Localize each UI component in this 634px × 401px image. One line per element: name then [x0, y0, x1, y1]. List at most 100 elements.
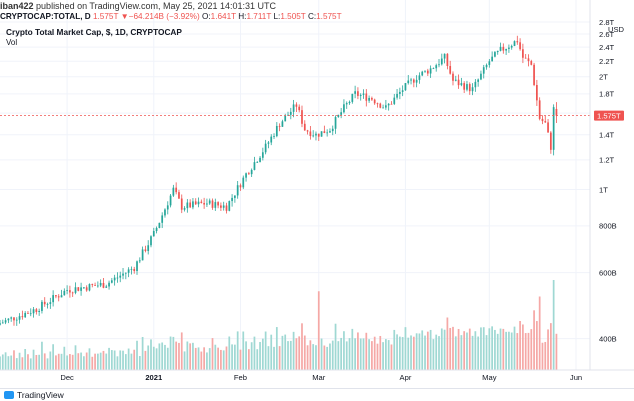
volume-bar: [183, 351, 186, 370]
candle-body: [387, 103, 390, 106]
volume-bar: [438, 336, 440, 370]
volume-bar: [446, 317, 449, 370]
candle-body: [10, 317, 13, 319]
candle-body: [122, 273, 124, 276]
volume-bar: [161, 342, 164, 370]
candle-body: [74, 287, 77, 293]
volume-bar: [415, 333, 418, 370]
candle-body: [32, 309, 35, 314]
candle-body: [155, 227, 158, 232]
volume-bar: [309, 340, 312, 370]
volume-bar: [351, 328, 354, 370]
volume-bar: [396, 334, 398, 370]
candle-body: [365, 93, 368, 101]
candle-body: [454, 79, 457, 81]
volume-bar: [4, 352, 7, 370]
candle-body: [474, 81, 477, 88]
volume-bar: [29, 358, 32, 370]
volume-bar: [385, 339, 387, 370]
candle-body: [172, 187, 175, 196]
volume-bar: [63, 346, 66, 370]
price-tick-label: 800B: [599, 222, 617, 231]
candle-body: [368, 97, 370, 101]
high-label: H:: [238, 12, 247, 21]
volume-bar: [334, 323, 337, 370]
volume-bar: [533, 310, 535, 370]
volume-bar: [354, 338, 356, 370]
candle-body: [513, 41, 516, 46]
candle-body: [99, 282, 102, 286]
candle-body: [393, 97, 396, 104]
candle-body: [496, 50, 499, 53]
candle-body: [345, 103, 348, 105]
price-tick-label: 1.4T: [599, 131, 615, 140]
candle-body: [334, 117, 337, 129]
candle-body: [15, 319, 18, 321]
symbol-name[interactable]: CRYPTOCAP:TOTAL, D: [0, 12, 91, 21]
candle-body: [250, 169, 253, 175]
candle-body: [261, 152, 264, 158]
candle-body: [186, 202, 189, 209]
volume-bar: [43, 353, 46, 370]
candle-body: [362, 93, 365, 95]
candle-body: [133, 268, 136, 272]
volume-bar: [482, 327, 485, 370]
volume-bar: [362, 338, 365, 370]
candle-body: [94, 285, 96, 286]
candle-body: [245, 173, 247, 178]
last-value: 1.575T: [92, 12, 119, 21]
candle-body: [505, 48, 507, 51]
volume-bar: [275, 327, 278, 370]
volume-bar: [429, 329, 432, 370]
high-value: 1.711T: [246, 12, 272, 21]
volume-bar: [373, 336, 376, 370]
volume-bar: [544, 341, 547, 370]
volume-bar: [343, 331, 345, 370]
volume-bar: [359, 338, 362, 370]
volume-bar: [410, 335, 412, 370]
candle-body: [385, 105, 387, 108]
volume-bar: [393, 329, 396, 370]
volume-bar: [477, 336, 480, 370]
volume-bar: [549, 323, 552, 370]
volume-bar: [27, 354, 29, 370]
candle-body: [541, 118, 544, 122]
candle-body: [289, 111, 292, 115]
author-name[interactable]: iban422: [0, 1, 34, 11]
price-tick-label: 2.2T: [599, 57, 615, 66]
volume-bar: [35, 354, 38, 370]
price-tick-label: 1.2T: [599, 156, 615, 165]
volume-bar: [519, 320, 521, 370]
volume-bars: [0, 280, 558, 370]
volume-bar: [329, 343, 331, 370]
date-tick-label: 2021: [145, 373, 163, 382]
volume-bar: [466, 332, 468, 370]
candle-body: [373, 99, 376, 104]
header: iban422 published on TradingView.com, Ma…: [0, 0, 634, 34]
candle-body: [208, 200, 211, 204]
candle-body: [295, 104, 298, 107]
candle-body: [141, 249, 144, 261]
candle-body: [116, 277, 119, 279]
price-candles: [0, 35, 558, 326]
volume-bar: [287, 341, 289, 370]
volume-bar: [66, 355, 68, 370]
candle-body: [452, 73, 454, 81]
volume-bar: [147, 345, 150, 370]
candle-body: [315, 133, 317, 136]
volume-bar: [144, 350, 147, 370]
price-scale[interactable]: 2.8T2.6T2.4T2.2T2T1.8T1.6T1.4T1.2T1T800B…: [599, 18, 617, 344]
candle-body: [396, 93, 398, 98]
tradingview-brand[interactable]: TradingView: [4, 390, 64, 400]
volume-bar: [306, 345, 309, 370]
volume-bar: [295, 338, 298, 370]
time-scale[interactable]: Dec 2021 Feb Mar Apr May Jun: [60, 373, 582, 382]
candle-body: [432, 68, 435, 70]
candle-body: [197, 201, 200, 205]
candle-body: [21, 316, 24, 318]
volume-bar: [18, 352, 21, 370]
volume-bar: [256, 349, 259, 370]
volume-bar: [421, 330, 424, 370]
price-chart[interactable]: 2.8T2.6T2.4T2.2T2T1.8T1.6T1.4T1.2T1T800B…: [0, 0, 634, 388]
volume-bar: [426, 331, 429, 370]
